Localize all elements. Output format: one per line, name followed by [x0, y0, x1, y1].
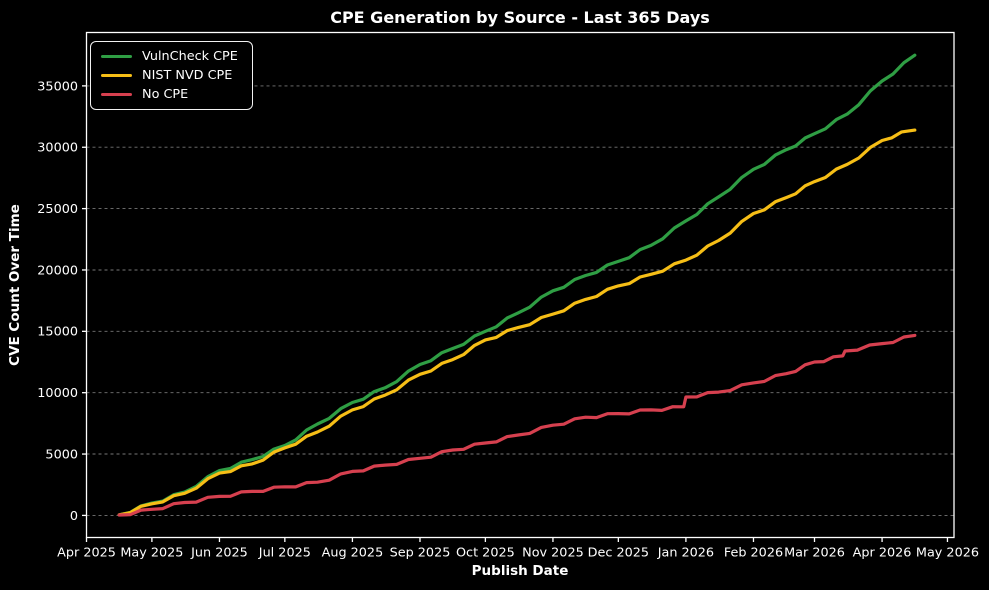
series-line-vulncheck-cpe [117, 53, 917, 517]
legend-label: NIST NVD CPE [142, 68, 233, 83]
series-line-no-cpe [117, 333, 917, 517]
chart-title: CPE Generation by Source - Last 365 Days [330, 8, 710, 27]
y-tick-label: 30000 [37, 141, 78, 156]
x-tick-label: Sep 2025 [390, 546, 451, 561]
y-tick-label: 25000 [37, 202, 78, 217]
x-axis-label: Publish Date [471, 563, 569, 579]
x-tick-label: Apr 2026 [853, 546, 912, 561]
x-tick-label: Dec 2025 [588, 546, 649, 561]
x-tick-label: Aug 2025 [322, 546, 384, 561]
x-tick-label: May 2026 [916, 546, 979, 561]
plot-border [85, 31, 955, 539]
legend-label: No CPE [142, 87, 189, 102]
legend: VulnCheck CPE NIST NVD CPE No CPE [90, 41, 253, 110]
y-tick-label: 5000 [45, 447, 78, 462]
y-axis-label: CVE Count Over Time [7, 204, 23, 366]
x-tick-label: Oct 2025 [456, 546, 515, 561]
x-tick-label: Mar 2026 [784, 546, 845, 561]
legend-swatch [101, 54, 132, 59]
x-tick-label: Nov 2025 [522, 546, 584, 561]
x-tick-label: Jun 2025 [190, 546, 248, 561]
legend-label: VulnCheck CPE [142, 49, 238, 64]
x-tick-label: Jan 2026 [657, 546, 714, 561]
legend-swatch [101, 73, 132, 78]
y-tick-label: 15000 [37, 325, 78, 340]
x-tick-label: Jul 2025 [258, 546, 311, 561]
series-line-nist-nvd-cpe [117, 128, 917, 517]
legend-swatch [101, 92, 132, 97]
x-tick-label: May 2025 [120, 546, 183, 561]
legend-item-nist-nvd-cpe: NIST NVD CPE [101, 68, 238, 83]
y-tick-label: 10000 [37, 386, 78, 401]
x-tick-label: Apr 2025 [57, 546, 116, 561]
y-tick-label: 0 [70, 509, 78, 524]
legend-item-no-cpe: No CPE [101, 87, 238, 102]
x-tick-label: Feb 2026 [724, 546, 783, 561]
y-tick-label: 35000 [37, 79, 78, 94]
y-tick-label: 20000 [37, 263, 78, 278]
legend-item-vulncheck-cpe: VulnCheck CPE [101, 49, 238, 64]
